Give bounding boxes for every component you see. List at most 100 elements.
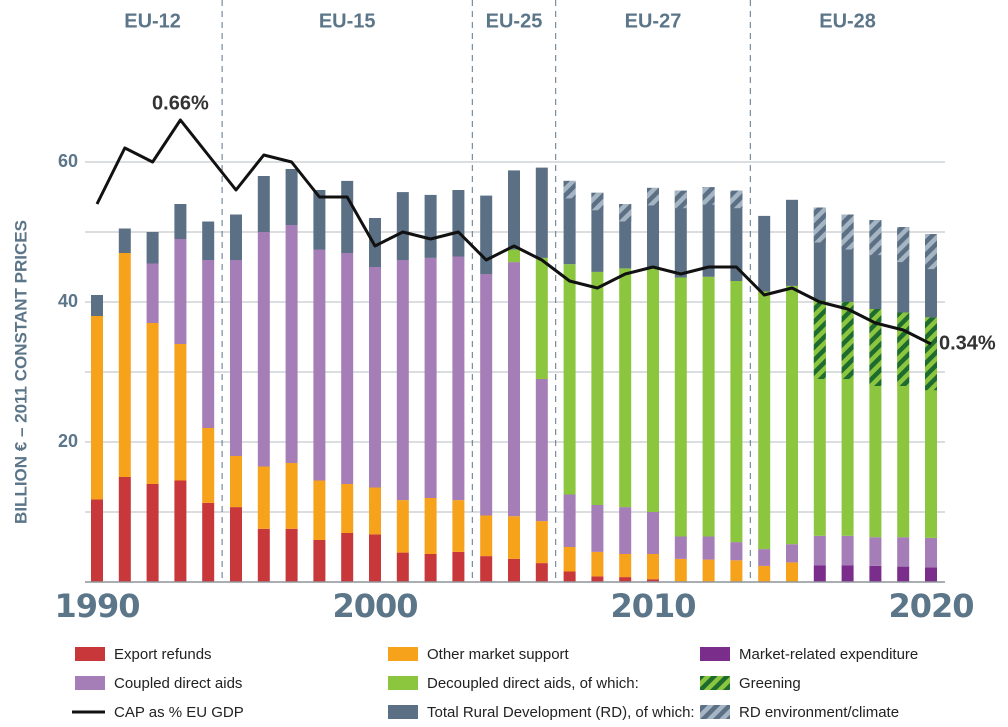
bar-segment — [369, 267, 381, 488]
bar-subsegment — [897, 227, 910, 263]
bar-subsegment — [925, 317, 937, 391]
bar-segment — [202, 428, 215, 503]
bar-segment — [424, 257, 437, 498]
bar-segment — [758, 565, 771, 582]
bar-segment — [591, 271, 604, 505]
legend-swatch — [388, 705, 418, 719]
bar-segment — [146, 323, 159, 484]
bar-subsegment — [869, 309, 882, 386]
bar-segment — [786, 562, 798, 582]
bar-segment — [424, 498, 437, 554]
legend-swatch — [388, 647, 418, 661]
legend-swatch — [700, 705, 730, 719]
bar-segment — [452, 551, 465, 582]
bar-segment — [396, 552, 409, 582]
bar-segment — [202, 221, 215, 260]
bar-segment — [480, 274, 493, 516]
y-tick-label: 60 — [58, 151, 78, 171]
bar-segment — [424, 194, 437, 258]
legend-label: Coupled direct aids — [114, 675, 242, 692]
bar-segment — [647, 579, 659, 582]
bar-segment — [285, 225, 298, 463]
bar-segment — [813, 565, 826, 582]
bar-subsegment — [841, 214, 854, 250]
period-label: EU-27 — [625, 10, 682, 32]
legend-label: Market-related expenditure — [739, 646, 918, 663]
bar-segment — [146, 263, 159, 323]
bar-segment — [202, 260, 215, 428]
bar-segment — [758, 549, 771, 566]
bar-segment — [647, 267, 659, 512]
bar-segment — [758, 215, 771, 292]
legend-label: Greening — [739, 675, 801, 692]
bar-segment — [508, 249, 520, 263]
bar-segment — [480, 556, 493, 582]
y-tick-label: 20 — [58, 431, 78, 451]
x-tick-label: 2000 — [332, 587, 417, 625]
bar-segment — [619, 554, 632, 578]
bar-segment — [925, 537, 937, 568]
bar-segment — [341, 180, 354, 253]
bar-segment — [146, 484, 159, 582]
bar-subsegment — [897, 312, 910, 386]
bar-segment — [508, 516, 520, 559]
legend-label: Total Rural Development (RD), of which: — [427, 704, 695, 721]
period-label: EU-15 — [319, 10, 376, 32]
bar-segment — [535, 257, 548, 379]
bar-subsegment — [702, 187, 715, 205]
bar-segment — [396, 260, 409, 501]
bar-segment — [313, 190, 326, 250]
bar-segment — [257, 466, 270, 529]
bar-segment — [813, 535, 826, 566]
bar-segment — [730, 560, 743, 582]
bar-segment — [758, 291, 771, 550]
bar-segment — [535, 167, 548, 258]
bar-segment — [619, 577, 632, 582]
bar-segment — [424, 554, 437, 582]
bar-segment — [869, 537, 882, 566]
bar-segment — [396, 192, 409, 260]
bar-segment — [452, 256, 465, 501]
legend-label: RD environment/climate — [739, 704, 899, 721]
data-label: 0.34% — [939, 332, 996, 354]
bar-segment — [480, 195, 493, 274]
bar-subsegment — [730, 190, 743, 209]
bar-segment — [702, 187, 715, 277]
bar-subsegment — [869, 220, 882, 256]
bar-segment — [786, 544, 798, 563]
bar-segment — [146, 232, 159, 264]
period-label: EU-25 — [486, 10, 543, 32]
bar-segment — [91, 316, 103, 500]
bar-segment — [786, 199, 798, 286]
bar-subsegment — [813, 300, 826, 379]
bar-segment — [230, 507, 242, 582]
bar-segment — [535, 521, 548, 564]
bar-segment — [897, 566, 910, 582]
legend-label: Decoupled direct aids, of which: — [427, 675, 639, 692]
bar-segment — [313, 540, 326, 582]
bar-segment — [508, 170, 520, 250]
bar-segment — [535, 563, 548, 582]
bar-segment — [619, 268, 632, 508]
bar-subsegment — [674, 190, 687, 209]
legend-swatch — [700, 676, 730, 690]
x-tick-label: 2020 — [888, 587, 973, 625]
bar-segment — [647, 512, 659, 554]
bar-segment — [118, 477, 131, 582]
bar-segment — [313, 249, 326, 481]
x-tick-label: 1990 — [54, 587, 139, 625]
bar-segment — [563, 571, 576, 582]
bar-segment — [257, 232, 270, 467]
bar-segment — [285, 528, 298, 582]
bar-segment — [647, 554, 659, 580]
bar-segment — [341, 253, 354, 484]
bar-segment — [369, 534, 381, 582]
bar-segment — [563, 264, 576, 495]
bar-segment — [118, 228, 131, 253]
bar-segment — [174, 239, 187, 344]
y-axis-label: BILLION € – 2011 CONSTANT PRICES — [11, 220, 30, 524]
bar-segment — [257, 528, 270, 582]
bar-segment — [674, 558, 687, 582]
bar-segment — [313, 480, 326, 540]
